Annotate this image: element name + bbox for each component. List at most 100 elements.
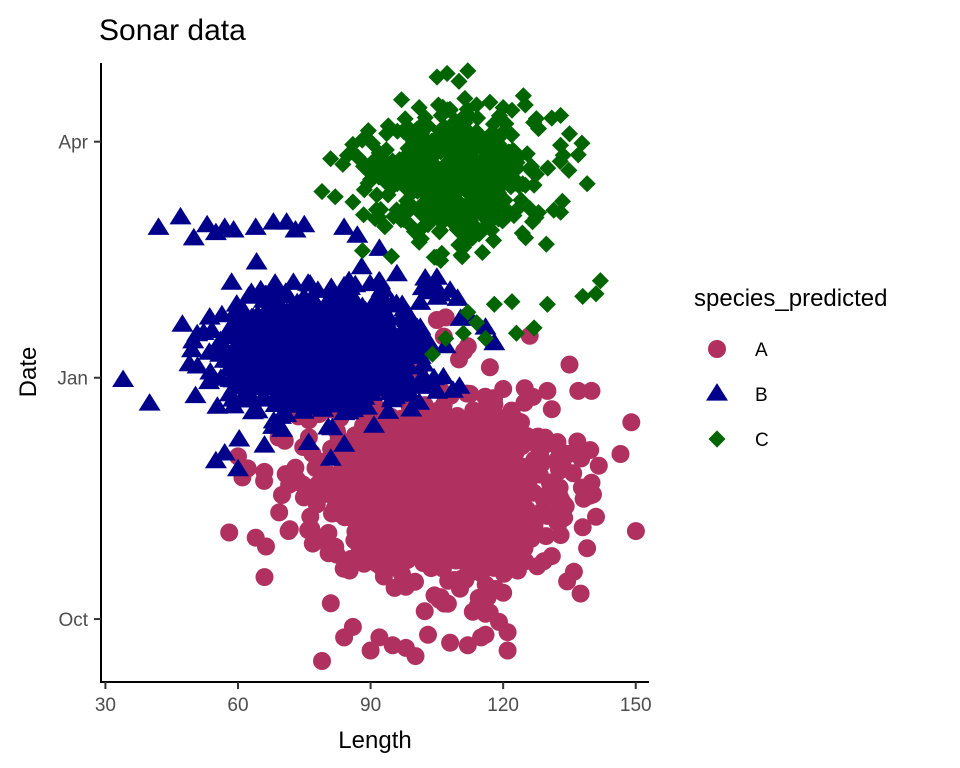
point-C: [353, 242, 371, 260]
point-C: [587, 285, 605, 303]
point-C: [552, 203, 570, 221]
point-B: [306, 280, 329, 298]
point-A: [313, 652, 331, 670]
point-B: [355, 305, 378, 324]
point-A: [581, 441, 600, 460]
point-B: [359, 273, 382, 292]
point-C: [472, 204, 490, 222]
point-B: [297, 432, 320, 450]
point-A: [551, 526, 570, 545]
point-B: [222, 220, 245, 238]
point-A: [336, 447, 354, 466]
point-B: [246, 400, 269, 419]
point-A: [578, 539, 597, 558]
point-B: [474, 317, 497, 335]
point-C: [415, 160, 433, 178]
point-C: [455, 238, 473, 256]
point-A: [495, 473, 514, 492]
point-A: [469, 422, 488, 441]
point-C: [402, 172, 420, 190]
point-B: [333, 217, 356, 235]
point-C: [474, 176, 492, 194]
point-C: [591, 272, 609, 290]
series-A: [220, 308, 645, 670]
point-C: [530, 120, 548, 138]
point-C: [436, 196, 454, 214]
point-B: [198, 307, 221, 325]
point-C: [481, 93, 499, 111]
point-B: [204, 450, 227, 469]
point-C: [429, 96, 447, 114]
point-C: [394, 165, 412, 183]
point-A: [450, 535, 469, 554]
point-A: [384, 548, 403, 567]
point-B: [354, 376, 376, 394]
point-C: [502, 178, 520, 196]
point-A: [480, 358, 499, 377]
point-A: [255, 471, 274, 490]
point-A: [626, 522, 645, 541]
point-C: [313, 183, 331, 201]
point-C: [355, 181, 373, 199]
point-A: [280, 475, 299, 494]
point-A: [582, 381, 601, 400]
point-C: [428, 68, 446, 86]
point-A: [451, 579, 469, 598]
point-B: [426, 381, 449, 399]
point-B: [147, 217, 170, 235]
point-C: [423, 208, 441, 226]
point-B: [381, 389, 404, 408]
point-A: [476, 604, 495, 623]
point-C: [432, 251, 450, 269]
point-B: [359, 324, 382, 342]
point-C: [578, 175, 596, 193]
point-A: [427, 311, 446, 329]
point-A: [587, 507, 605, 526]
point-B: [285, 296, 308, 314]
point-B: [319, 448, 342, 466]
point-A: [303, 534, 322, 553]
point-C: [322, 150, 340, 168]
point-A: [361, 641, 380, 660]
point-C: [521, 160, 539, 178]
point-C: [490, 135, 508, 153]
point-B: [278, 368, 301, 387]
point-B: [310, 361, 333, 380]
point-B: [363, 415, 385, 433]
point-C: [384, 152, 402, 170]
point-C: [383, 247, 401, 265]
point-A: [396, 638, 415, 657]
point-C: [355, 206, 373, 224]
point-B: [228, 429, 251, 447]
point-C: [484, 203, 502, 221]
point-C: [505, 143, 523, 161]
legend-title: species_predicted: [694, 285, 887, 312]
point-A: [388, 497, 407, 516]
point-C: [410, 233, 428, 251]
point-C: [405, 223, 423, 241]
point-A: [542, 400, 561, 419]
point-B: [346, 225, 369, 243]
point-B: [317, 417, 340, 435]
point-C: [551, 152, 569, 170]
point-B: [169, 206, 192, 225]
point-B: [275, 404, 298, 423]
point-C: [441, 101, 459, 119]
y-tick-label: Jan: [57, 369, 88, 390]
legend-label: C: [755, 430, 769, 451]
point-A: [319, 524, 338, 542]
point-B: [376, 305, 399, 323]
legend-item-A: A: [708, 340, 768, 361]
point-A: [413, 448, 431, 467]
point-B: [335, 311, 357, 330]
point-C: [370, 208, 388, 226]
point-C: [344, 135, 362, 153]
point-A: [450, 350, 468, 369]
point-A: [280, 520, 299, 539]
point-B: [239, 385, 262, 404]
point-A: [406, 572, 424, 591]
point-B: [299, 313, 322, 331]
point-A: [573, 518, 592, 537]
point-C: [454, 324, 472, 342]
